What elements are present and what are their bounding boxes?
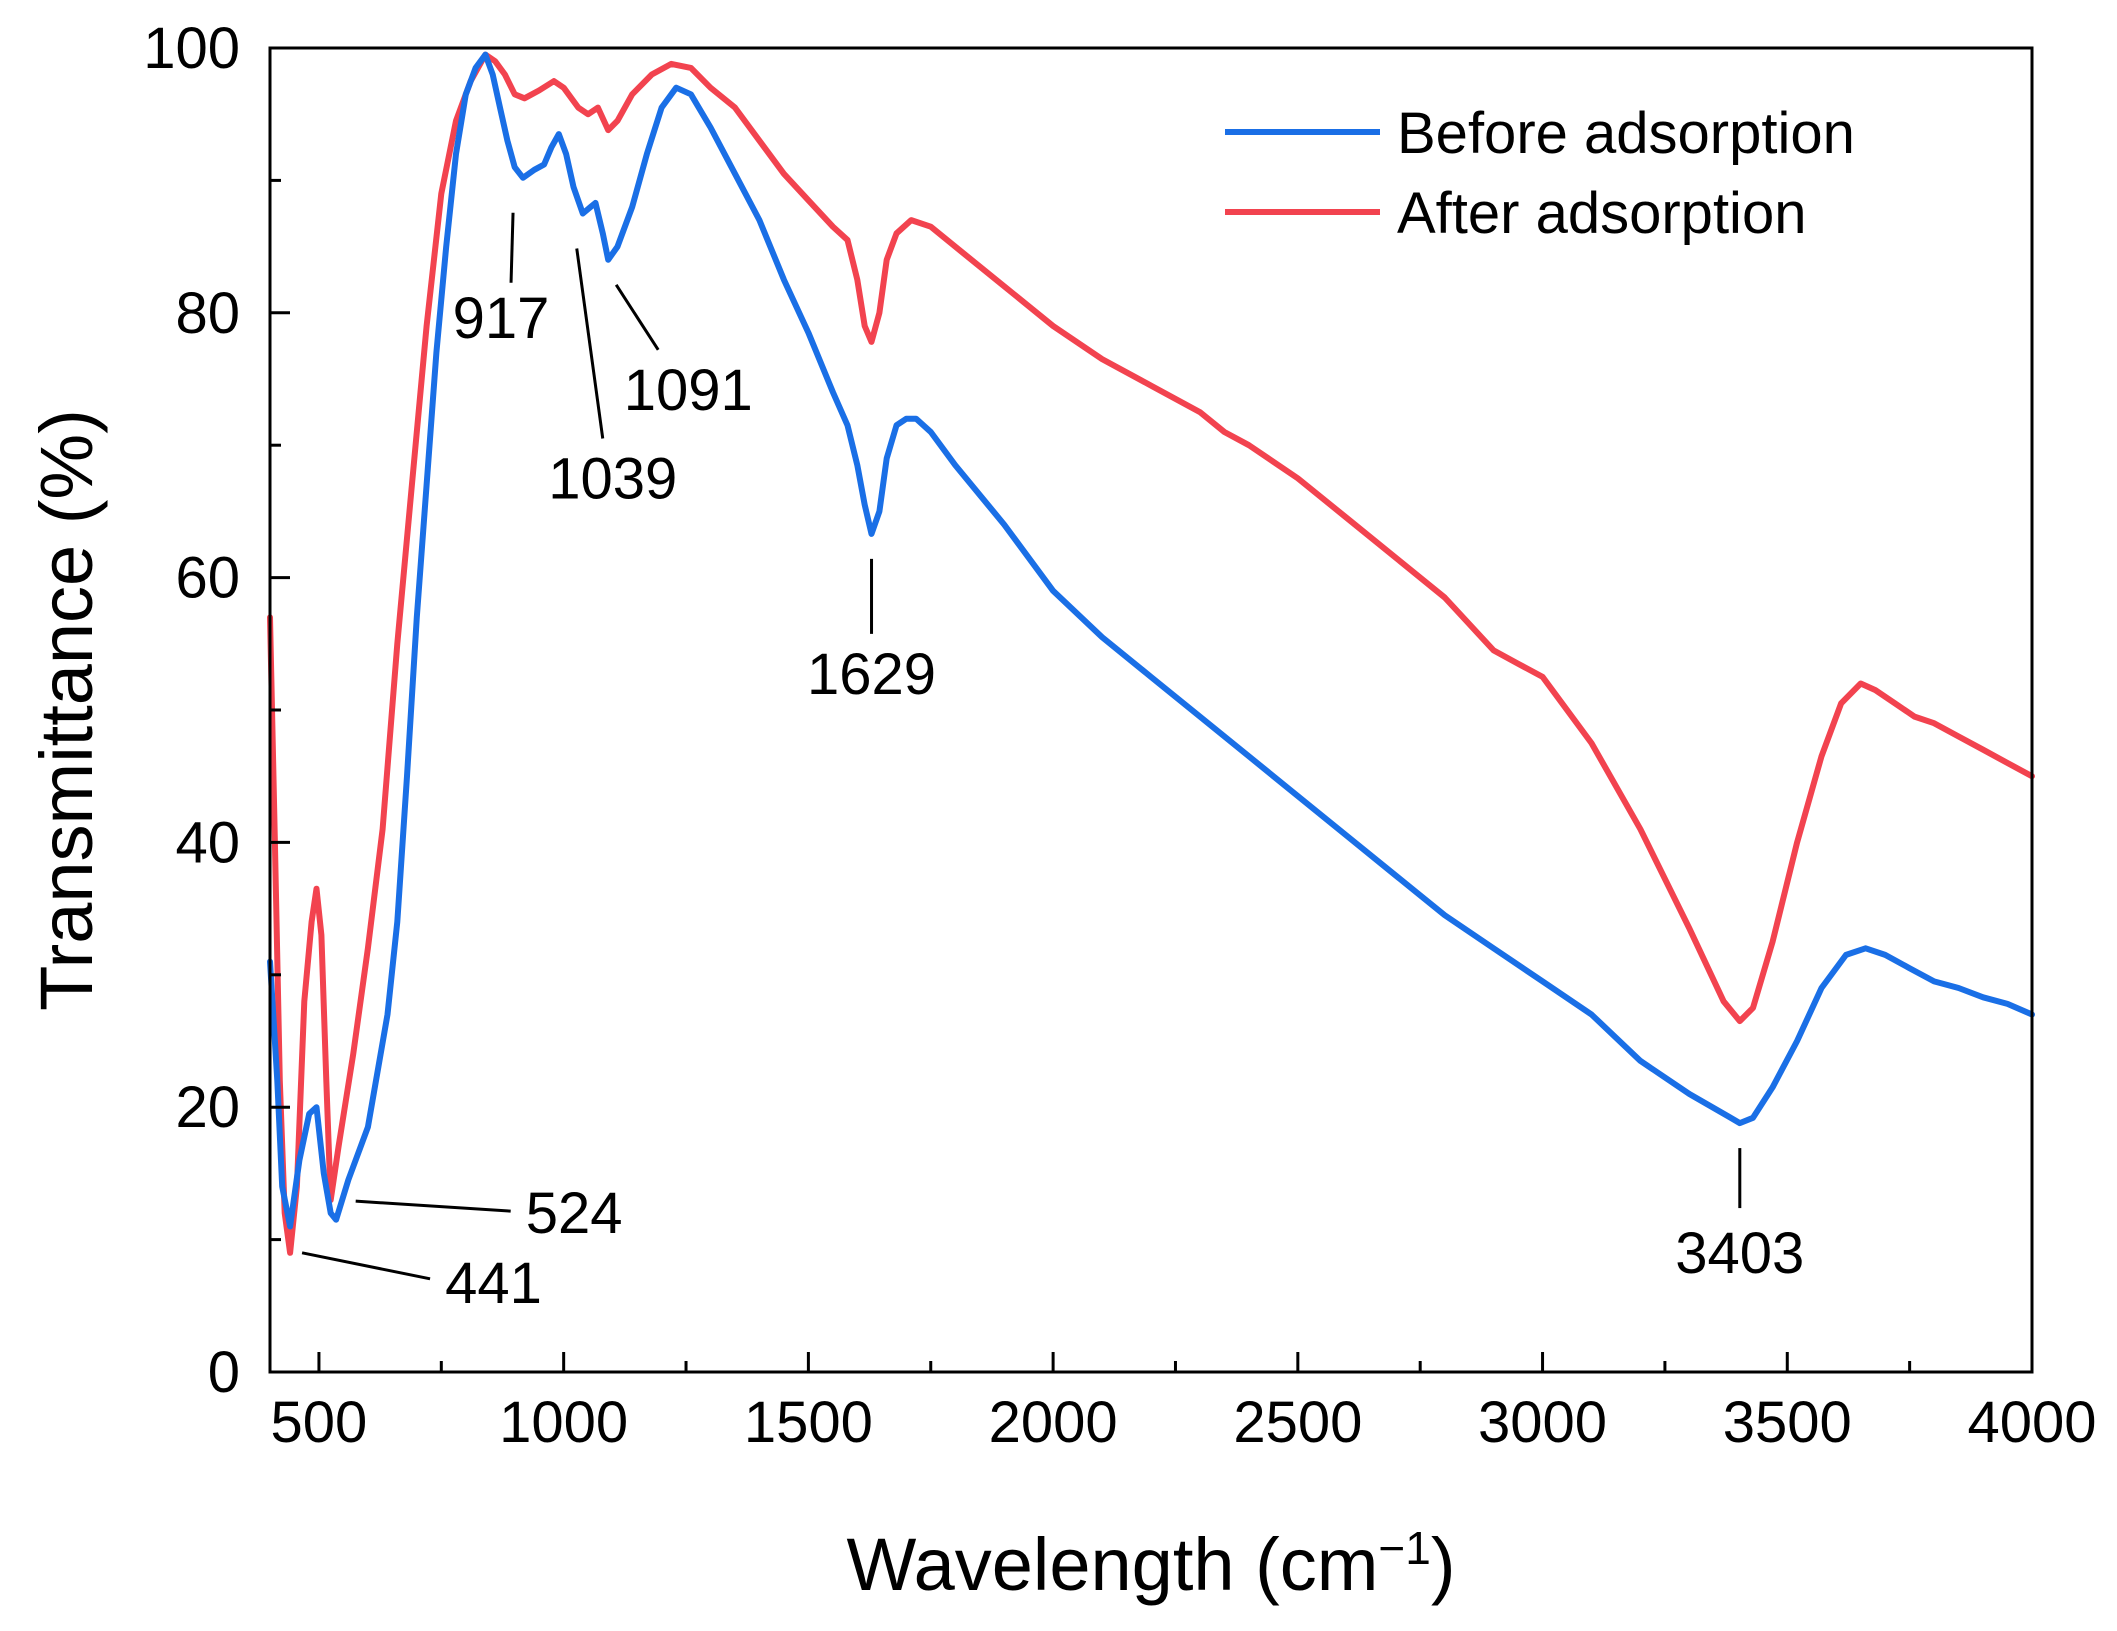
annotation-label-1091: 1091	[624, 358, 753, 423]
x-tick-label: 1500	[744, 1390, 873, 1455]
legend: Before adsorption After adsorption	[1225, 101, 1855, 246]
annotation-label-1039: 1039	[548, 447, 677, 512]
x-tick-label: 1000	[499, 1390, 628, 1455]
x-tick-label: 3500	[1723, 1390, 1852, 1455]
annotation-label-441: 441	[445, 1251, 542, 1316]
annotation-leader-1091	[614, 284, 660, 351]
x-tick-label: 500	[271, 1390, 368, 1455]
y-tick-label: 20	[175, 1075, 240, 1140]
annotation-label-1629: 1629	[807, 642, 936, 707]
x-axis-title-main: Wavelength (cm	[847, 1523, 1379, 1606]
y-axis-title: Transmittance (%)	[25, 409, 108, 1011]
annotation-leader-917	[509, 212, 515, 283]
x-tick-label: 4000	[1967, 1390, 2096, 1455]
x-tick-label: 2000	[989, 1390, 1118, 1455]
annotation-leader-441	[301, 1251, 431, 1281]
x-axis-title-close: )	[1431, 1523, 1456, 1606]
annotation-leader-524	[355, 1199, 511, 1213]
legend-label-1: Before adsorption	[1397, 101, 1855, 166]
x-tick-label: 3000	[1478, 1390, 1607, 1455]
annotation-label-3403: 3403	[1675, 1221, 1804, 1286]
series-line-after-adsorption	[267, 51, 2035, 1256]
y-tick-label: 100	[143, 16, 240, 81]
y-tick-label: 80	[175, 281, 240, 346]
x-tick-label: 2500	[1233, 1390, 1362, 1455]
y-tick-label: 60	[175, 546, 240, 611]
x-axis-title-superscript: −1	[1378, 1522, 1430, 1574]
y-tick-label: 40	[175, 810, 240, 875]
axes-layer: 500 1000 1500 2000 2500 3000 3500 4000 0 20 40 60 80…	[143, 16, 2096, 1455]
x-axis-title: Wavelength (cm−1)	[847, 1522, 1456, 1606]
annotation-leader-1039	[575, 248, 605, 439]
plot-frame	[268, 46, 2034, 1374]
annotation-label-524: 524	[526, 1181, 623, 1246]
series-layer	[267, 51, 2035, 1256]
series-line-before-adsorption	[267, 51, 2035, 1230]
y-tick-label: 0	[208, 1340, 240, 1405]
legend-label-2: After adsorption	[1397, 181, 1806, 246]
annotation-label-917: 917	[453, 286, 550, 351]
